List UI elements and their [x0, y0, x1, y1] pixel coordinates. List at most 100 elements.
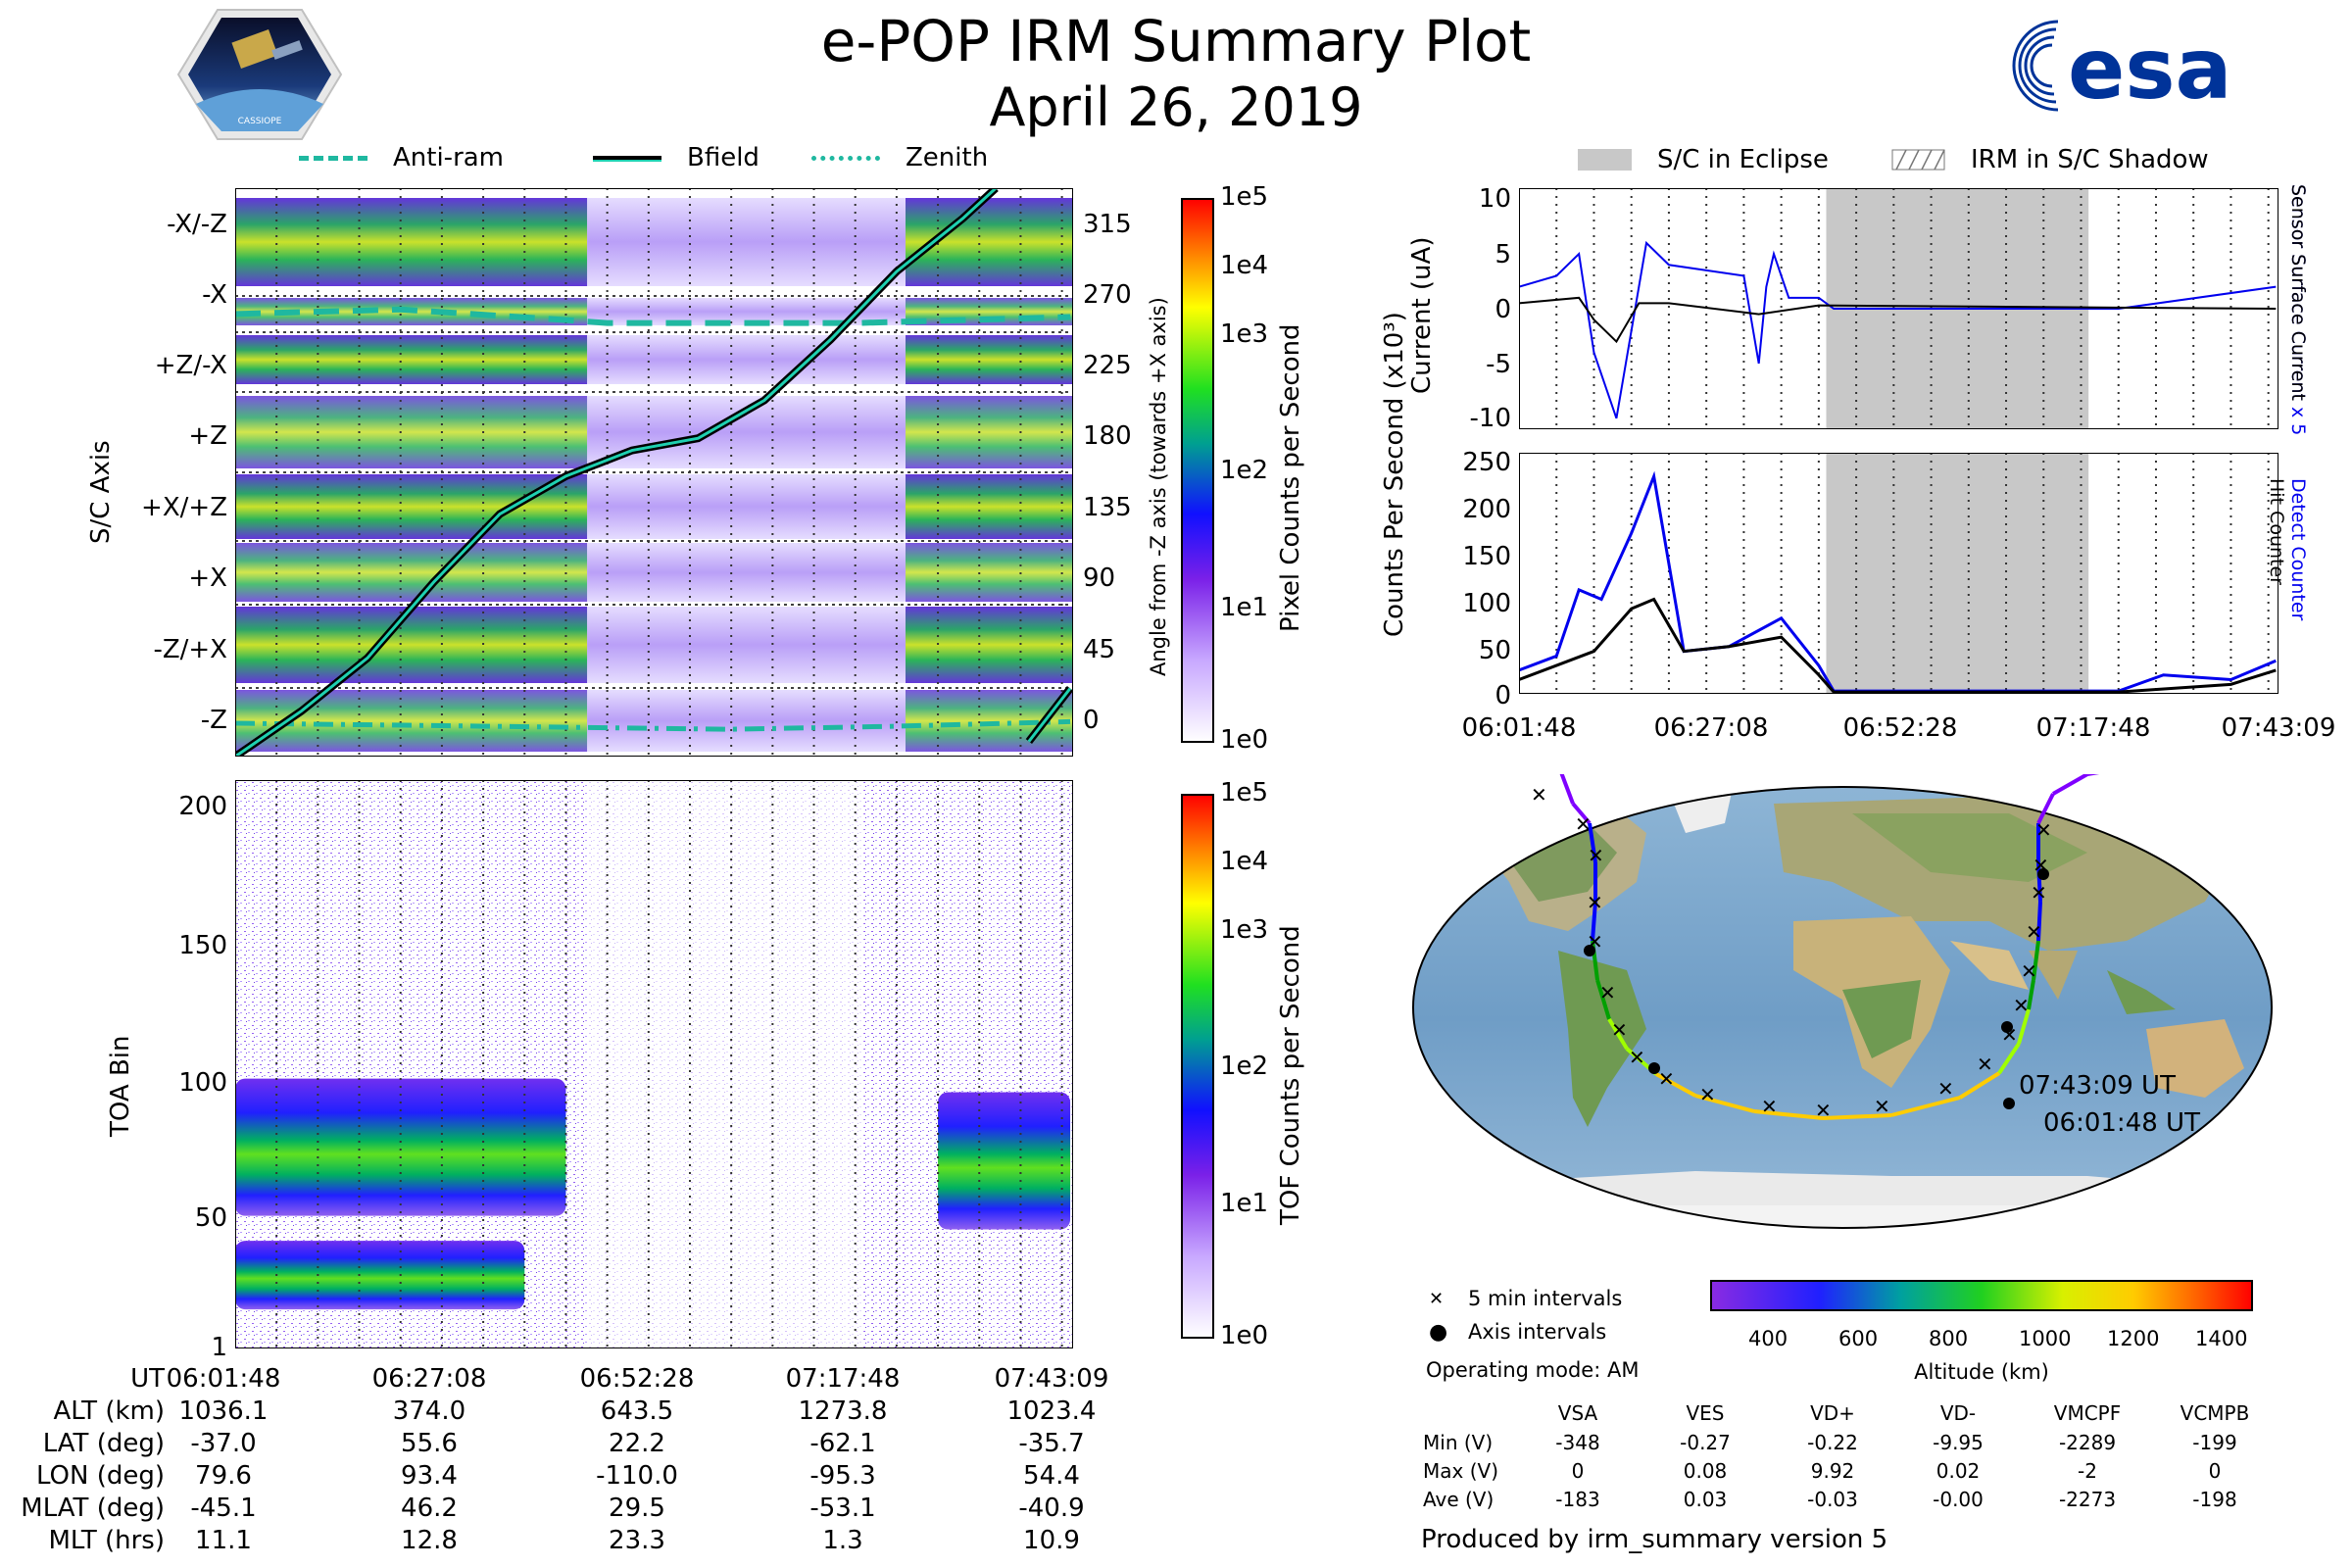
voltage-row-label: Ave (V) — [1423, 1488, 1494, 1511]
pixel-cbar-tick: 1e4 — [1220, 251, 1269, 280]
pixel-colorbar — [1181, 198, 1214, 743]
orbit-info-cell: 55.6 — [401, 1429, 458, 1458]
five-min-marker: ✕ — [1977, 1053, 1993, 1076]
axis-interval-marker — [2003, 1098, 2015, 1109]
five-min-marker: ✕ — [1588, 844, 1604, 867]
orbit-info-cell: 06:27:08 — [371, 1364, 487, 1394]
orbit-info-cell: 07:17:48 — [785, 1364, 901, 1394]
counts-panel — [1519, 453, 2278, 694]
counts-ytick: 50 — [1478, 636, 1511, 665]
current-ytick: -5 — [1486, 350, 1511, 379]
sc-y2tick: 315 — [1083, 210, 1132, 239]
orbit-track-segment — [1753, 1109, 1824, 1120]
voltage-row: Min (V) -348 -0.27 -0.22 -9.95 -2289 -199 — [1421, 1431, 2274, 1459]
sc-y2tick: 90 — [1083, 564, 1116, 593]
voltage-row-label: Max (V) — [1423, 1459, 1498, 1483]
orbit-track-segment — [1958, 1071, 2001, 1100]
legend-5min: 5 min intervals — [1468, 1287, 1623, 1310]
orbit-track-segment — [2017, 1008, 2031, 1045]
legend-zenith: Zenith — [811, 143, 988, 172]
five-min-marker: ✕ — [1761, 1095, 1778, 1118]
orbit-info-cell: 10.9 — [1023, 1526, 1080, 1555]
five-min-marker: ✕ — [1599, 981, 1616, 1004]
toa-ytick: 200 — [178, 792, 227, 821]
orbit-track-segment — [2052, 774, 2088, 796]
sc-ytick: +X — [188, 564, 227, 593]
sc-count-band — [235, 474, 588, 539]
mission-badge-logo: CASSIOPE — [176, 9, 343, 140]
toa-ylabel: TOA Bin — [106, 1035, 135, 1137]
operating-mode: Operating mode: AM — [1426, 1358, 1640, 1382]
detect-counter-label: Detect Counter — [2287, 478, 2309, 621]
alt-tick: 600 — [1838, 1327, 1879, 1350]
counts-ylabel: Counts Per Second (x10³) — [1380, 312, 1409, 637]
orbit-info-cell: -53.1 — [809, 1494, 876, 1523]
orbit-info-cell: -37.0 — [190, 1429, 257, 1458]
five-min-marker: ✕ — [2021, 959, 2037, 983]
cross-marker-icon: ✕ — [1429, 1288, 1445, 1309]
voltage-row-label: Min (V) — [1423, 1431, 1494, 1454]
voltage-cell: -2289 — [2058, 1431, 2117, 1454]
voltage-cell: 0.08 — [1683, 1459, 1728, 1483]
orbit-info-cell: 54.4 — [1023, 1461, 1080, 1491]
orbit-info-cell: 1023.4 — [1006, 1396, 1097, 1426]
sc-y2label: Angle from -Z axis (towards +X axis) — [1147, 297, 1170, 676]
orbit-info-cell: 22.2 — [609, 1429, 665, 1458]
eclipse-legend-swatch — [1578, 149, 1632, 171]
pixel-cbar-tick: 1e3 — [1220, 319, 1269, 349]
voltage-header-cell: VES — [1686, 1401, 1725, 1425]
orbit-track-segment — [1591, 901, 1597, 942]
annotation-end-time: 07:43:09 UT — [2019, 1071, 2176, 1101]
tof-cbar-tick: 1e1 — [1220, 1189, 1269, 1218]
five-min-marker: ✕ — [1815, 1099, 1832, 1122]
sc-ytick: -X — [202, 280, 227, 310]
legend-label-anti-ram: Anti-ram — [393, 143, 505, 172]
legend-label-bfield: Bfield — [687, 143, 760, 172]
hit-counter-label: Hit Counter — [2266, 478, 2287, 585]
orbit-track-segment — [1694, 1094, 1755, 1113]
orbit-track-segment — [1595, 979, 1611, 1020]
orbit-info-table: UT 06:01:48 06:27:08 06:52:28 07:17:48 07:43:… — [18, 1364, 1145, 1558]
shadow-hatch-swatch — [1891, 149, 1945, 171]
sc-count-band — [587, 335, 906, 384]
voltage-cell: 0 — [2208, 1459, 2222, 1483]
current-ytick: 10 — [1478, 184, 1511, 214]
axis-interval-marker — [2001, 1021, 2013, 1033]
legend-shadow: IRM in S/C Shadow — [1891, 145, 2209, 174]
sc-count-band — [235, 543, 588, 602]
axis-interval-marker — [2037, 868, 2049, 880]
sc-count-band — [587, 474, 906, 539]
tof-cbar-tick: 1e5 — [1220, 778, 1269, 808]
orbit-info-cell: 07:43:09 — [994, 1364, 1109, 1394]
tof-cbar-label: TOF Counts per Second — [1276, 925, 1305, 1225]
tof-colorbar — [1181, 794, 1214, 1339]
pixel-cbar-tick: 1e5 — [1220, 182, 1269, 212]
sc-ytick: -X/-Z — [167, 210, 227, 239]
orbit-info-cell: -110.0 — [596, 1461, 678, 1491]
pixel-cbar-tick: 1e2 — [1220, 456, 1269, 485]
orbit-info-row: MLAT (deg) -45.1 46.2 29.5 -53.1 -40.9 — [18, 1494, 1145, 1526]
alt-tick: 400 — [1748, 1327, 1788, 1350]
sc-count-band — [587, 607, 906, 683]
sc-count-band — [587, 690, 906, 752]
orbit-info-row-label: ALT (km) — [53, 1396, 165, 1426]
alt-tick: 1400 — [2195, 1327, 2248, 1350]
current-ylabel: Current (uA) — [1407, 236, 1437, 394]
voltage-cell: 0 — [1571, 1459, 1585, 1483]
sc-ytick: +Z/-X — [154, 351, 227, 380]
voltage-cell: 0.02 — [1936, 1459, 1981, 1483]
orbit-info-cell: 11.1 — [195, 1526, 252, 1555]
five-min-marker: ✕ — [1611, 1018, 1628, 1042]
sc-count-band — [587, 543, 906, 602]
orbit-info-cell: -62.1 — [809, 1429, 876, 1458]
orbit-info-row: UT 06:01:48 06:27:08 06:52:28 07:17:48 07:43:… — [18, 1364, 1145, 1396]
zenith-legend-swatch — [811, 155, 880, 161]
axis-interval-marker — [1584, 945, 1595, 956]
orbit-info-row: LAT (deg) -37.0 55.6 22.2 -62.1 -35.7 — [18, 1429, 1145, 1461]
counts-xtick: 07:43:09 — [2221, 713, 2336, 743]
orbit-info-cell: 23.3 — [609, 1526, 665, 1555]
dot-marker-icon: ● — [1429, 1319, 1448, 1345]
orbit-track-segment — [2036, 861, 2042, 903]
toa-band — [235, 1078, 566, 1216]
pixel-cbar-label: Pixel Counts per Second — [1276, 323, 1305, 632]
